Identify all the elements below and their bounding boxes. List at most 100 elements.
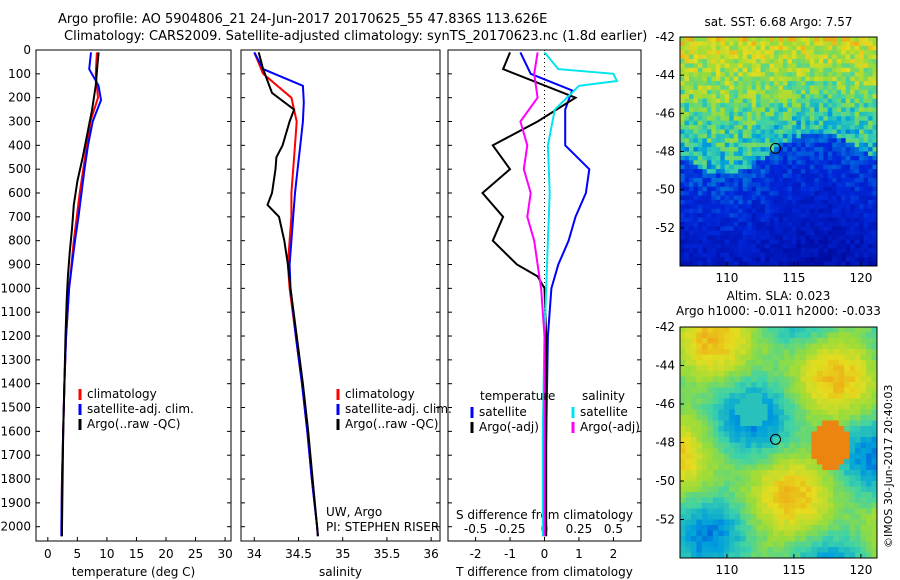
heatmap-cell [778, 213, 784, 218]
heatmap-cell [805, 332, 812, 339]
heatmap-cell [832, 50, 838, 56]
heatmap-cell [715, 243, 721, 249]
heatmap-cell [855, 431, 861, 438]
heatmap-cell [816, 393, 823, 399]
heatmap-cell [711, 45, 717, 51]
heatmap-cell [838, 426, 845, 432]
heatmap-cell [720, 243, 726, 249]
heatmap-cell [854, 177, 860, 183]
heatmap-cell [680, 63, 685, 69]
heatmap-cell [715, 173, 721, 179]
heatmap-cell [720, 217, 726, 223]
heatmap-cell [845, 199, 851, 205]
heatmap-cell [805, 398, 812, 405]
heatmap-cell [774, 63, 779, 69]
heatmap-cell [729, 343, 736, 350]
heatmap-cell [762, 552, 768, 559]
heatmap-cell [697, 67, 703, 73]
heatmap-cell [729, 107, 735, 113]
heatmap-cell [845, 235, 851, 240]
heatmap-cell [791, 76, 797, 82]
heatmap-cell [715, 59, 721, 64]
heatmap-cell [818, 76, 824, 82]
heatmap-cell [827, 63, 833, 69]
heatmap-cell [769, 67, 775, 73]
heatmap-cell [762, 420, 768, 427]
heatmap-cell [680, 492, 686, 498]
heatmap-cell [822, 475, 829, 482]
heatmap-cell [762, 338, 768, 344]
heatmap-cell [756, 177, 761, 183]
heatmap-cell [782, 142, 788, 148]
heatmap-cell [868, 226, 873, 232]
heatmap-cell [767, 343, 774, 350]
heatmap-cell [814, 199, 820, 205]
heatmap-cell [706, 129, 712, 135]
heatmap-cell [800, 530, 807, 537]
heatmap-cell [783, 497, 790, 504]
heatmap-cell [729, 530, 736, 537]
heatmap-cell [769, 217, 775, 223]
heatmap-cell [872, 98, 878, 104]
heatmap-cell [860, 382, 867, 388]
heatmap-cell [751, 147, 757, 152]
heatmap-cell [734, 486, 741, 493]
heatmap-cell [838, 497, 845, 504]
heatmap-cell [693, 45, 699, 51]
heatmap-cell [680, 230, 685, 236]
heatmap-cell [789, 519, 796, 526]
heatmap-cell [688, 45, 694, 51]
heatmap-cell [827, 393, 834, 399]
heatmap-cell [733, 41, 739, 47]
heatmap-cell [765, 125, 770, 130]
heatmap-cell [760, 208, 766, 214]
heatmap-cell [814, 63, 820, 69]
heatmap-cell [818, 67, 824, 73]
heatmap-cell [872, 191, 878, 196]
heatmap-cell [866, 459, 872, 465]
temperature-xlabel: temperature (deg C) [72, 565, 195, 579]
heatmap-cell [822, 437, 829, 443]
heatmap-cell [729, 213, 735, 218]
heatmap-cell [836, 182, 842, 188]
heatmap-cell [693, 147, 699, 152]
heatmap-cell [836, 177, 842, 183]
heatmap-cell [769, 204, 775, 210]
heatmap-cell [696, 371, 703, 377]
heatmap-cell [712, 530, 719, 537]
heatmap-cell [765, 37, 770, 42]
heatmap-cell [823, 45, 829, 51]
heatmap-cell [707, 376, 714, 383]
heatmap-cell [838, 393, 845, 399]
heatmap-cell [738, 195, 744, 201]
heatmap-cell [734, 354, 741, 361]
heatmap-cell [841, 147, 847, 152]
heatmap-cell [773, 442, 779, 449]
heatmap-cell [809, 160, 815, 166]
heatmap-cell [724, 191, 730, 196]
heatmap-cell [733, 133, 739, 139]
heatmap-cell [832, 226, 838, 232]
heatmap-cell [690, 327, 697, 333]
heatmap-cell [774, 133, 779, 139]
heatmap-cell [845, 125, 851, 130]
heatmap-cell [805, 453, 812, 460]
heatmap-cell [805, 94, 811, 100]
heatmap-cell [774, 230, 779, 236]
heatmap-cell [747, 59, 753, 64]
heatmap-cell [868, 45, 873, 51]
heatmap-cell [680, 169, 685, 174]
heatmap-cell [816, 420, 823, 427]
heatmap-cell [789, 525, 796, 531]
heatmap-cell [811, 547, 818, 553]
heatmap-cell [715, 186, 721, 192]
heatmap-cell [697, 147, 703, 152]
heatmap-cell [809, 239, 815, 245]
heatmap-cell [718, 497, 725, 504]
heatmap-cell [729, 94, 735, 100]
heatmap-cell [745, 492, 752, 498]
heatmap-cell [844, 519, 851, 526]
heatmap-cell [871, 409, 878, 416]
heatmap-cell [680, 459, 686, 465]
heatmap-cell [863, 125, 869, 130]
